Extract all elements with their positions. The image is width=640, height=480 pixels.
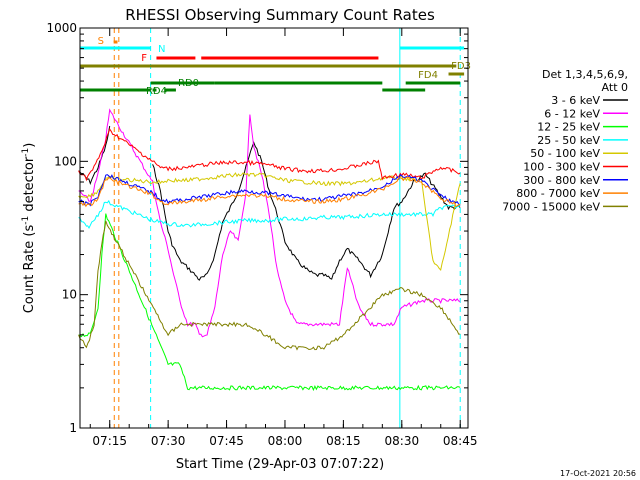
- series-line-800-7000-kev: [78, 176, 461, 208]
- legend-label-800-7000-kev: 800 - 7000 keV: [516, 187, 600, 200]
- vertical-markers: [113, 28, 461, 428]
- series-line-6-12-kev: [78, 108, 461, 338]
- y-tick-label-1: 1: [69, 421, 77, 435]
- x-axis: 07:15 07:30 07:45 08:00 08:15 08:30 08:45: [89, 28, 478, 448]
- y-axis-label-close: ): [22, 143, 37, 148]
- legend-label-6-12-kev: 6 - 12 keV: [544, 107, 600, 120]
- legend-label-100-300-kev: 100 - 300 keV: [523, 161, 600, 174]
- timestamp: 17-Oct-2021 20:56: [560, 469, 636, 478]
- series-line-100-300-kev: [78, 128, 461, 182]
- legend-label-50-100-kev: 50 - 100 keV: [530, 147, 600, 160]
- legend-label-300-800-kev: 300 - 800 keV: [523, 174, 600, 187]
- legend-label-7000-15000-kev: 7000 - 15000 keV: [502, 200, 600, 213]
- flag-label-rd4: RD4: [146, 86, 167, 97]
- series-line-7000-15000-kev: [78, 220, 461, 351]
- plot-frame: [79, 27, 469, 429]
- flag-bars: S NF FD3 FD4 RD0 RD4: [80, 36, 471, 97]
- x-tick-label-08-15: 08:15: [326, 434, 361, 448]
- flag-label-fd3: FD3: [451, 61, 471, 72]
- x-tick-label-07-30: 07:30: [151, 434, 186, 448]
- y-axis-label-sup: -1: [21, 216, 31, 225]
- x-axis-label: Start Time (29-Apr-03 07:07:22): [176, 457, 384, 472]
- series-line-25-50-kev: [78, 199, 461, 230]
- x-tick-label-07-15: 07:15: [92, 434, 127, 448]
- flag-label-n: N: [158, 44, 165, 55]
- legend-label-25-50-kev: 25 - 50 keV: [537, 134, 600, 147]
- flag-label-f: F: [141, 53, 147, 64]
- x-tick-label-07-45: 07:45: [209, 434, 244, 448]
- flag-label-s: S: [98, 36, 104, 47]
- y-tick-label-1000: 1000: [46, 21, 77, 35]
- legend-label-12-25-kev: 12 - 25 keV: [537, 121, 600, 134]
- y-axis-label-sup2: -1: [21, 148, 31, 157]
- chart-title: RHESSI Observing Summary Count Rates: [125, 6, 435, 24]
- series-line-50-100-kev: [78, 172, 461, 272]
- series-line-300-800-kev: [78, 174, 461, 207]
- series-line-3-6-kev-1: [152, 141, 461, 281]
- y-axis-label-rest: detector: [22, 156, 37, 216]
- x-tick-label-08-00: 08:00: [268, 434, 303, 448]
- series-line-12-25-kev: [78, 213, 461, 392]
- y-tick-label-100: 100: [54, 154, 77, 168]
- flag-label-fd4: FD4: [418, 70, 438, 81]
- series-layer: [78, 108, 461, 392]
- y-axis-label-main: Count Rate (s: [22, 225, 37, 314]
- y-tick-label-10: 10: [62, 288, 77, 302]
- y-axis-label: Count Rate (s-1 detector-1): [21, 143, 37, 314]
- legend-header-line1: Det 1,3,4,5,6,9,: [542, 68, 628, 81]
- x-tick-label-08-45: 08:45: [443, 434, 478, 448]
- legend-header-line2: Att 0: [602, 81, 628, 94]
- x-tick-label-08-30: 08:30: [385, 434, 420, 448]
- legend-label-3-6-kev: 3 - 6 keV: [551, 94, 600, 107]
- flag-label-rd0: RD0: [178, 78, 199, 89]
- y-axis: 1 10 100 1000: [46, 21, 468, 435]
